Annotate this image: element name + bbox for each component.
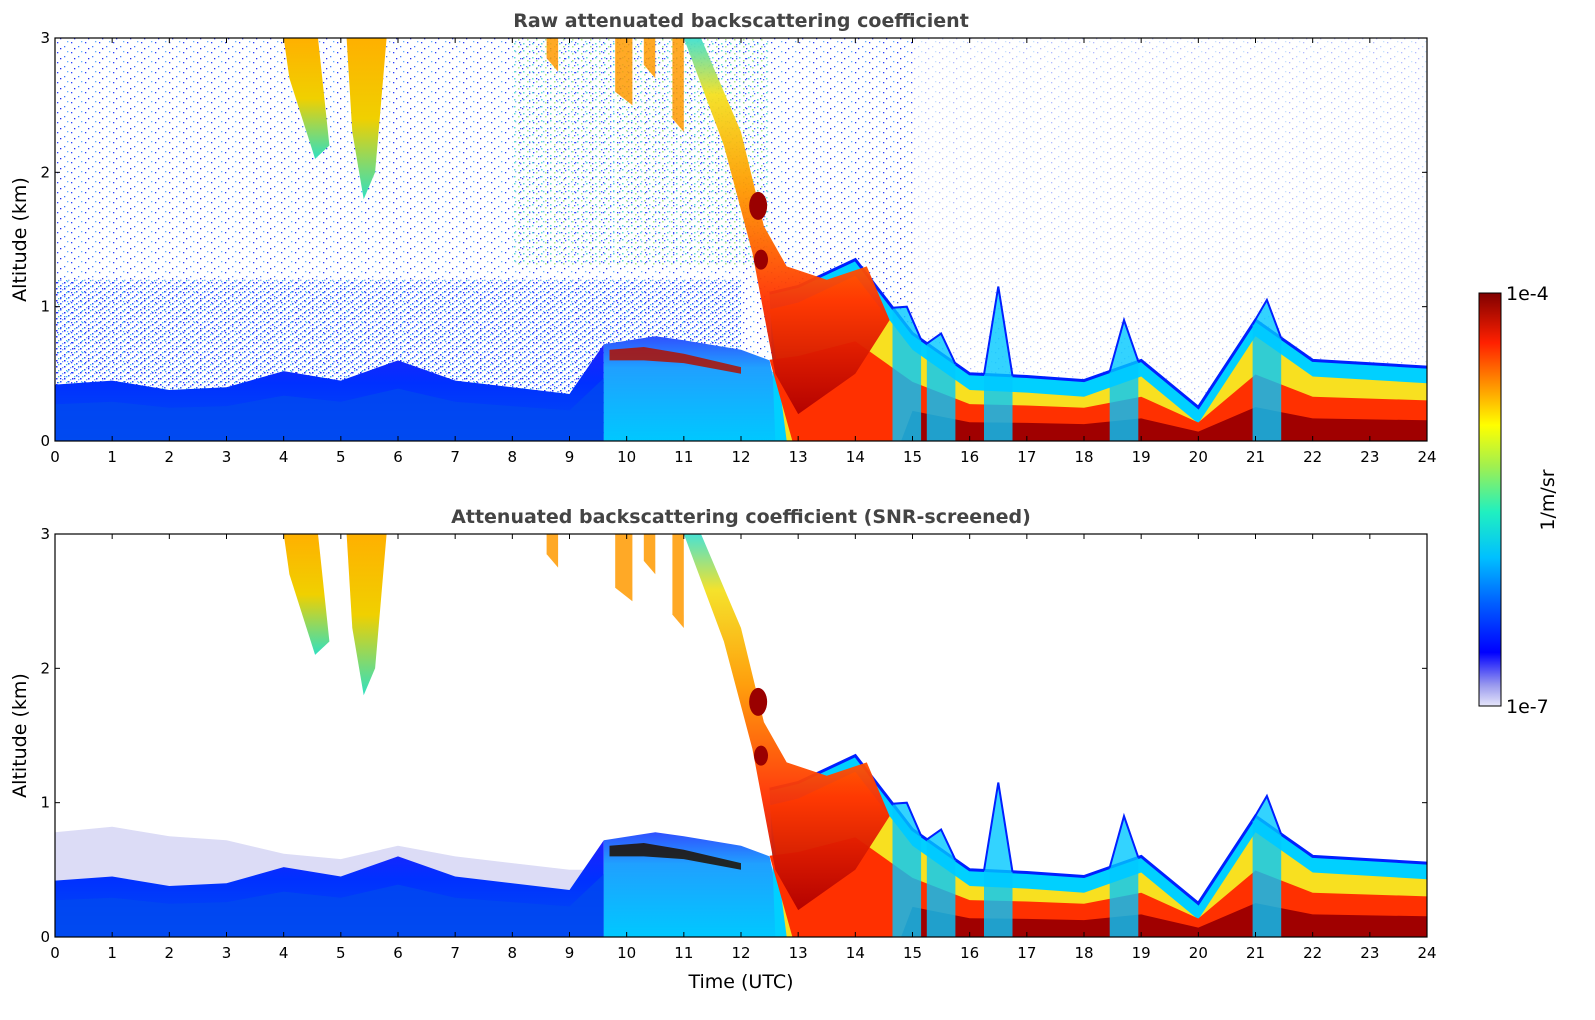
x-tick-label: 13 [789,448,808,466]
backscatter-field [55,38,1427,441]
x-tick-label: 24 [1417,944,1436,962]
panel-1: Raw attenuated backscattering coefficien… [9,10,1437,466]
y-tick-label: 3 [40,525,50,543]
y-tick-label: 2 [40,163,50,181]
x-tick-label: 0 [50,448,60,466]
x-tick-label: 11 [674,944,693,962]
x-tick-label: 12 [731,448,750,466]
y-axis-label: Altitude (km) [9,177,31,302]
x-tick-label: 10 [617,448,636,466]
x-tick-label: 8 [508,448,518,466]
x-tick-label: 0 [50,944,60,962]
colorbar-ramp [1478,292,1502,707]
x-tick-label: 1 [107,448,117,466]
x-tick-label: 12 [731,944,750,962]
backscatter-field [55,534,1427,937]
x-tick-label: 2 [165,944,175,962]
y-tick-label: 2 [40,659,50,677]
x-tick-label: 20 [1189,944,1208,962]
colorbar-max-label: 1e-4 [1506,283,1549,305]
y-tick-label: 0 [40,928,50,946]
x-tick-label: 1 [107,944,117,962]
x-tick-label: 5 [336,448,346,466]
x-tick-label: 21 [1246,944,1265,962]
x-tick-label: 24 [1417,448,1436,466]
x-tick-label: 4 [279,448,289,466]
x-tick-label: 17 [1017,448,1036,466]
x-tick-label: 17 [1017,944,1036,962]
x-tick-label: 2 [165,448,175,466]
panel-title: Attenuated backscattering coefficient (S… [451,506,1031,528]
x-tick-label: 7 [450,448,460,466]
x-tick-label: 14 [846,448,865,466]
y-tick-label: 1 [40,794,50,812]
x-tick-label: 3 [222,944,232,962]
y-tick-label: 0 [40,432,50,450]
x-tick-label: 22 [1303,448,1322,466]
x-tick-label: 20 [1189,448,1208,466]
y-tick-label: 1 [40,298,50,316]
x-axis-label: Time (UTC) [687,971,793,993]
x-tick-label: 8 [508,944,518,962]
x-tick-label: 13 [789,944,808,962]
x-tick-label: 23 [1360,448,1379,466]
y-tick-label: 3 [40,29,50,47]
colorbar: 1e-4 1e-7 1/m/sr [1478,283,1559,718]
colorbar-unit-label: 1/m/sr [1537,469,1559,530]
panel-2: Attenuated backscattering coefficient (S… [9,506,1437,993]
x-tick-label: 9 [565,448,575,466]
x-tick-label: 18 [1074,448,1093,466]
x-tick-label: 19 [1132,944,1151,962]
x-tick-label: 15 [903,448,922,466]
x-tick-label: 6 [393,944,403,962]
panel-title: Raw attenuated backscattering coefficien… [513,10,969,32]
x-tick-label: 23 [1360,944,1379,962]
x-tick-label: 4 [279,944,289,962]
x-tick-label: 21 [1246,448,1265,466]
x-tick-label: 22 [1303,944,1322,962]
x-tick-label: 5 [336,944,346,962]
x-tick-label: 15 [903,944,922,962]
x-tick-label: 19 [1132,448,1151,466]
y-axis-label: Altitude (km) [9,673,31,798]
x-tick-label: 14 [846,944,865,962]
x-tick-label: 11 [674,448,693,466]
x-tick-label: 10 [617,944,636,962]
x-tick-label: 9 [565,944,575,962]
x-tick-label: 16 [960,944,979,962]
colorbar-min-label: 1e-7 [1506,696,1549,718]
x-tick-label: 6 [393,448,403,466]
x-tick-label: 7 [450,944,460,962]
x-tick-label: 18 [1074,944,1093,962]
x-tick-label: 16 [960,448,979,466]
x-tick-label: 3 [222,448,232,466]
